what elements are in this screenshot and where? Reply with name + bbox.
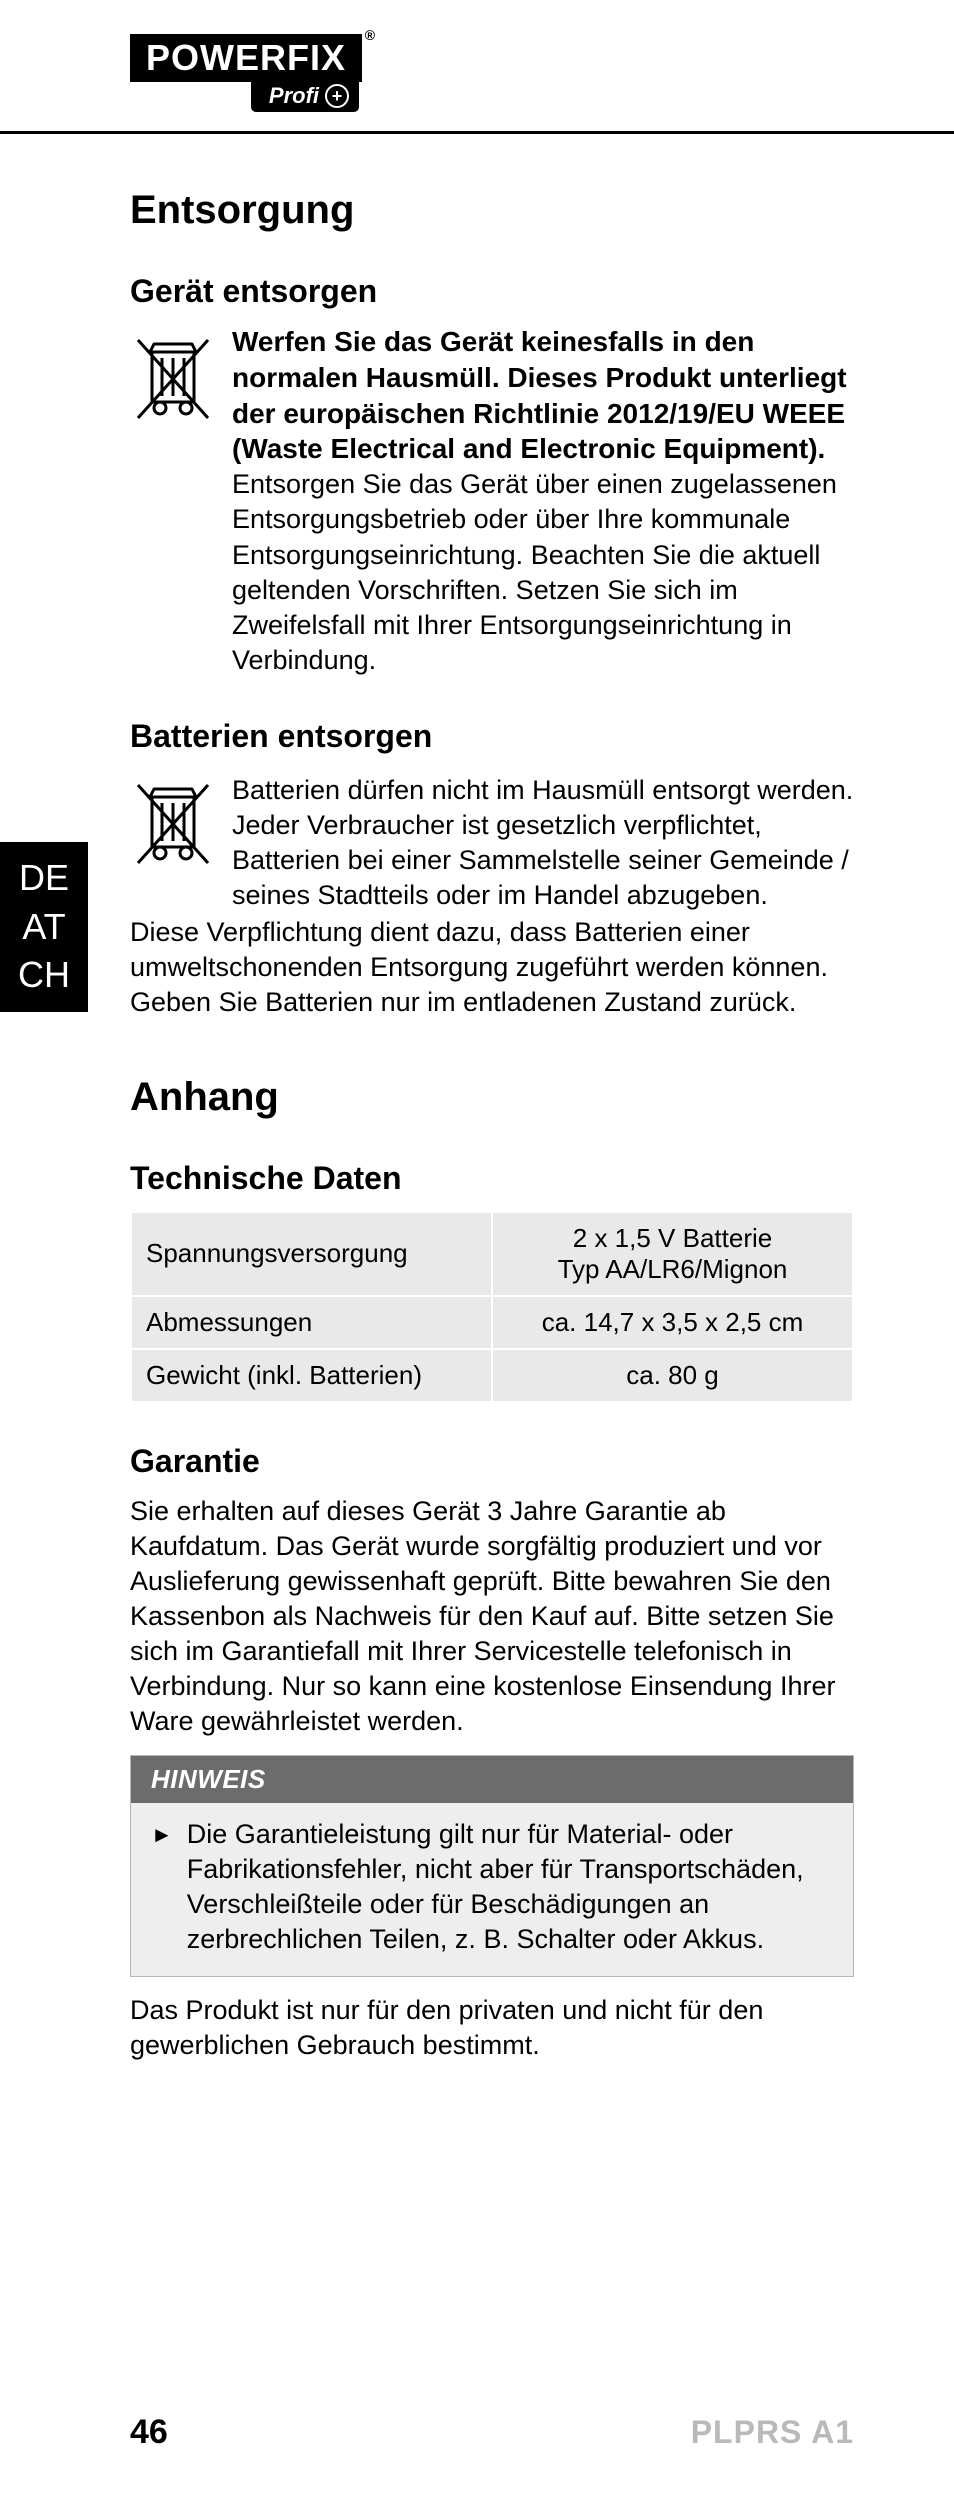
crossed-bin-icon <box>130 775 216 875</box>
table-row: Spannungsversorgung 2 x 1,5 V Batterie T… <box>131 1212 853 1296</box>
section-disposal-title: Entsorgung <box>130 188 854 233</box>
lang-at: AT <box>12 903 76 952</box>
crossed-bin-icon <box>130 330 216 430</box>
tech-label-1: Abmessungen <box>131 1296 492 1349</box>
device-body-text: Entsorgen Sie das Gerät über einen zugel… <box>232 467 854 678</box>
content-area: Entsorgung Gerät entsorgen Werfen Sie da… <box>0 188 954 2063</box>
tech-value-0-l2: Typ AA/LR6/Mignon <box>558 1254 788 1284</box>
plus-icon: + <box>325 84 349 108</box>
tech-data-table: Spannungsversorgung 2 x 1,5 V Batterie T… <box>130 1211 854 1403</box>
tech-value-0: 2 x 1,5 V Batterie Typ AA/LR6/Mignon <box>492 1212 853 1296</box>
table-row: Abmessungen ca. 14,7 x 3,5 x 2,5 cm <box>131 1296 853 1349</box>
arrow-icon: ► <box>151 1821 173 1957</box>
device-disposal-block: Werfen Sie das Gerät keinesfalls in den … <box>130 324 854 678</box>
warranty-p2: Das Produkt ist nur für den privaten und… <box>130 1993 854 2063</box>
subsection-warranty-heading: Garantie <box>130 1443 854 1480</box>
notice-body: ► Die Garantieleistung gilt nur für Mate… <box>131 1803 853 1975</box>
page-number: 46 <box>130 2413 168 2452</box>
tech-label-0: Spannungsversorgung <box>131 1212 492 1296</box>
device-disposal-text: Werfen Sie das Gerät keinesfalls in den … <box>232 324 854 678</box>
page: POWERFIX ® Profi + DE AT CH Entsorgung G… <box>0 0 954 2502</box>
batteries-p1: Batterien dürfen nicht im Hausmüll entso… <box>232 773 854 913</box>
registered-mark: ® <box>365 28 376 42</box>
notice-body-text: Die Garantieleistung gilt nur für Materi… <box>187 1817 833 1957</box>
batteries-block: Batterien dürfen nicht im Hausmüll entso… <box>130 769 854 1021</box>
section-appendix-title: Anhang <box>130 1075 854 1120</box>
lang-ch: CH <box>12 951 76 1000</box>
brand-subline-text: Profi <box>269 83 319 109</box>
page-header: POWERFIX ® Profi + <box>0 0 954 115</box>
brand-subline-row: Profi + <box>130 80 362 115</box>
tech-value-0-l1: 2 x 1,5 V Batterie <box>573 1223 772 1253</box>
table-row: Gewicht (inkl. Batterien) ca. 80 g <box>131 1349 853 1402</box>
header-rule <box>0 131 954 134</box>
batteries-icon-row: Batterien dürfen nicht im Hausmüll entso… <box>130 769 854 913</box>
notice-box: HINWEIS ► Die Garantieleistung gilt nur … <box>130 1755 854 1976</box>
subsection-batteries-heading: Batterien entsorgen <box>130 718 854 755</box>
brand-subline: Profi + <box>248 80 362 115</box>
batteries-p2: Diese Verpflichtung dient dazu, dass Bat… <box>130 915 854 1020</box>
lang-de: DE <box>12 854 76 903</box>
page-footer: 46 PLPRS A1 <box>0 2413 954 2452</box>
device-bold-text: Werfen Sie das Gerät keinesfalls in den … <box>232 324 854 467</box>
tech-value-2: ca. 80 g <box>492 1349 853 1402</box>
model-code: PLPRS A1 <box>691 2414 854 2451</box>
notice-title: HINWEIS <box>131 1756 853 1803</box>
tech-label-2: Gewicht (inkl. Batterien) <box>131 1349 492 1402</box>
warranty-p1: Sie erhalten auf dieses Gerät 3 Jahre Ga… <box>130 1494 854 1740</box>
brand-name: POWERFIX ® <box>130 34 362 82</box>
subsection-tech-heading: Technische Daten <box>130 1160 854 1197</box>
brand-name-text: POWERFIX <box>146 37 346 78</box>
subsection-device-heading: Gerät entsorgen <box>130 273 854 310</box>
language-tab: DE AT CH <box>0 842 88 1012</box>
tech-value-1: ca. 14,7 x 3,5 x 2,5 cm <box>492 1296 853 1349</box>
brand-logo: POWERFIX ® Profi + <box>130 34 362 115</box>
